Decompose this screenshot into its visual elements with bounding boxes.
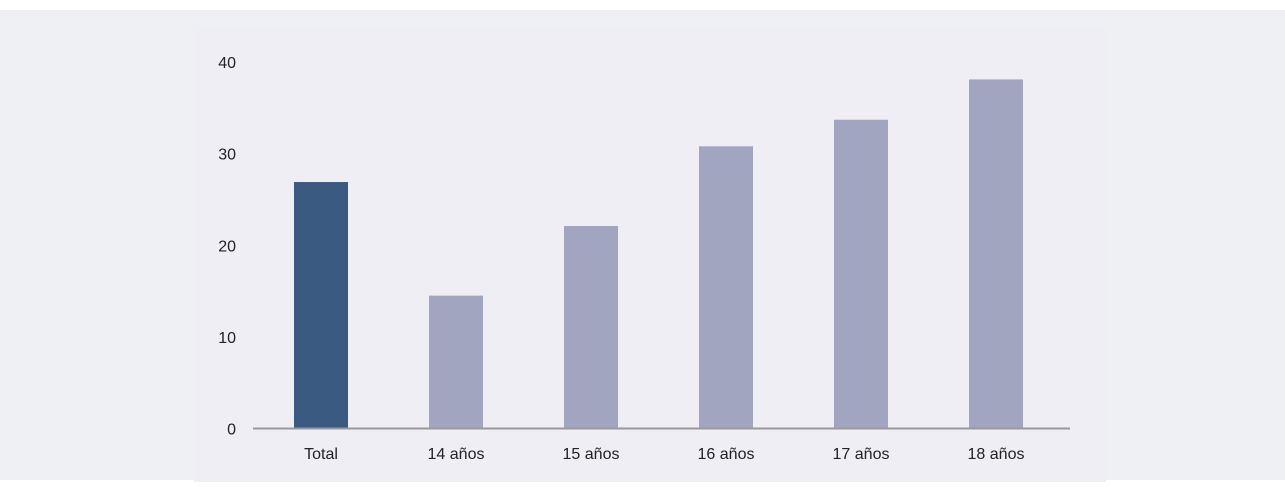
x-tick-label: 14 años <box>428 446 485 463</box>
y-tick-label: 10 <box>218 330 236 347</box>
x-tick-label: 15 años <box>563 446 620 463</box>
y-tick-label: 20 <box>218 238 236 255</box>
bar <box>699 146 753 429</box>
bar <box>834 119 888 429</box>
bar <box>294 182 348 429</box>
y-tick-label: 30 <box>218 147 236 164</box>
bar <box>564 226 618 429</box>
x-tick-label: Total <box>304 446 338 463</box>
x-axis-ticks: Total 14 años 15 años 16 años 17 años 18 años <box>304 446 1024 463</box>
x-tick-label: 18 años <box>968 446 1025 463</box>
bars <box>294 79 1023 429</box>
x-tick-label: 16 años <box>698 446 755 463</box>
x-tick-label: 17 años <box>833 446 890 463</box>
bar <box>969 79 1023 429</box>
y-tick-label: 0 <box>227 422 236 439</box>
bar <box>429 295 483 429</box>
y-tick-label: 40 <box>218 55 236 72</box>
y-axis-ticks: 0 10 20 30 40 <box>218 55 236 439</box>
